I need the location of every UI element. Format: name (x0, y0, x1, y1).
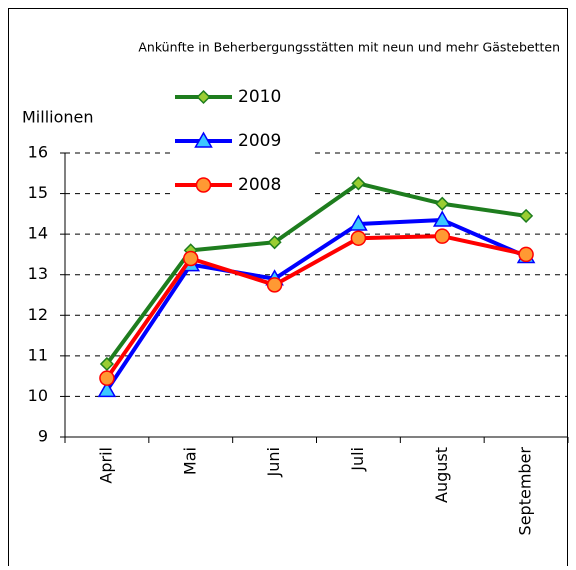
y-axis-label: Millionen (22, 108, 94, 127)
legend-label: 2010 (238, 87, 281, 107)
data-point (434, 228, 450, 244)
y-tick-label: 12 (28, 305, 48, 324)
legend-label: 2009 (238, 131, 281, 151)
x-tick-label: April (96, 447, 115, 484)
chart-frame (8, 8, 568, 566)
data-point (266, 277, 283, 293)
legend-label: 2008 (238, 175, 281, 195)
legend-marker (196, 89, 211, 105)
series-line (105, 217, 527, 392)
series-line (105, 181, 527, 366)
y-tick-label: 9 (38, 427, 48, 446)
x-tick-label: Juli (348, 447, 367, 472)
legend-marker (194, 131, 213, 148)
y-tick-label: 15 (28, 183, 48, 202)
y-tick-label: 10 (28, 386, 48, 405)
x-tick-label: Juni (264, 447, 283, 477)
y-tick-label: 16 (28, 143, 48, 162)
data-point (519, 208, 534, 223)
x-tick-label: Mai (180, 447, 199, 475)
series-line (105, 234, 527, 380)
y-tick-label: 13 (28, 264, 48, 283)
data-point (99, 370, 115, 386)
x-tick-label: August (432, 447, 451, 503)
data-point (350, 230, 367, 246)
data-point (99, 356, 114, 372)
chart-title: Ankünfte in Beherbergungsstätten mit neu… (138, 40, 560, 55)
data-point (518, 246, 534, 263)
data-point (351, 176, 366, 191)
data-point (349, 214, 368, 231)
data-point (97, 380, 117, 398)
data-point (432, 210, 452, 227)
y-tick-label: 11 (28, 345, 48, 364)
y-tick-label: 14 (28, 224, 48, 243)
legend-marker (195, 177, 212, 193)
data-point (267, 235, 282, 250)
data-point (183, 250, 199, 267)
data-point (435, 196, 450, 211)
x-tick-label: September (516, 447, 535, 536)
